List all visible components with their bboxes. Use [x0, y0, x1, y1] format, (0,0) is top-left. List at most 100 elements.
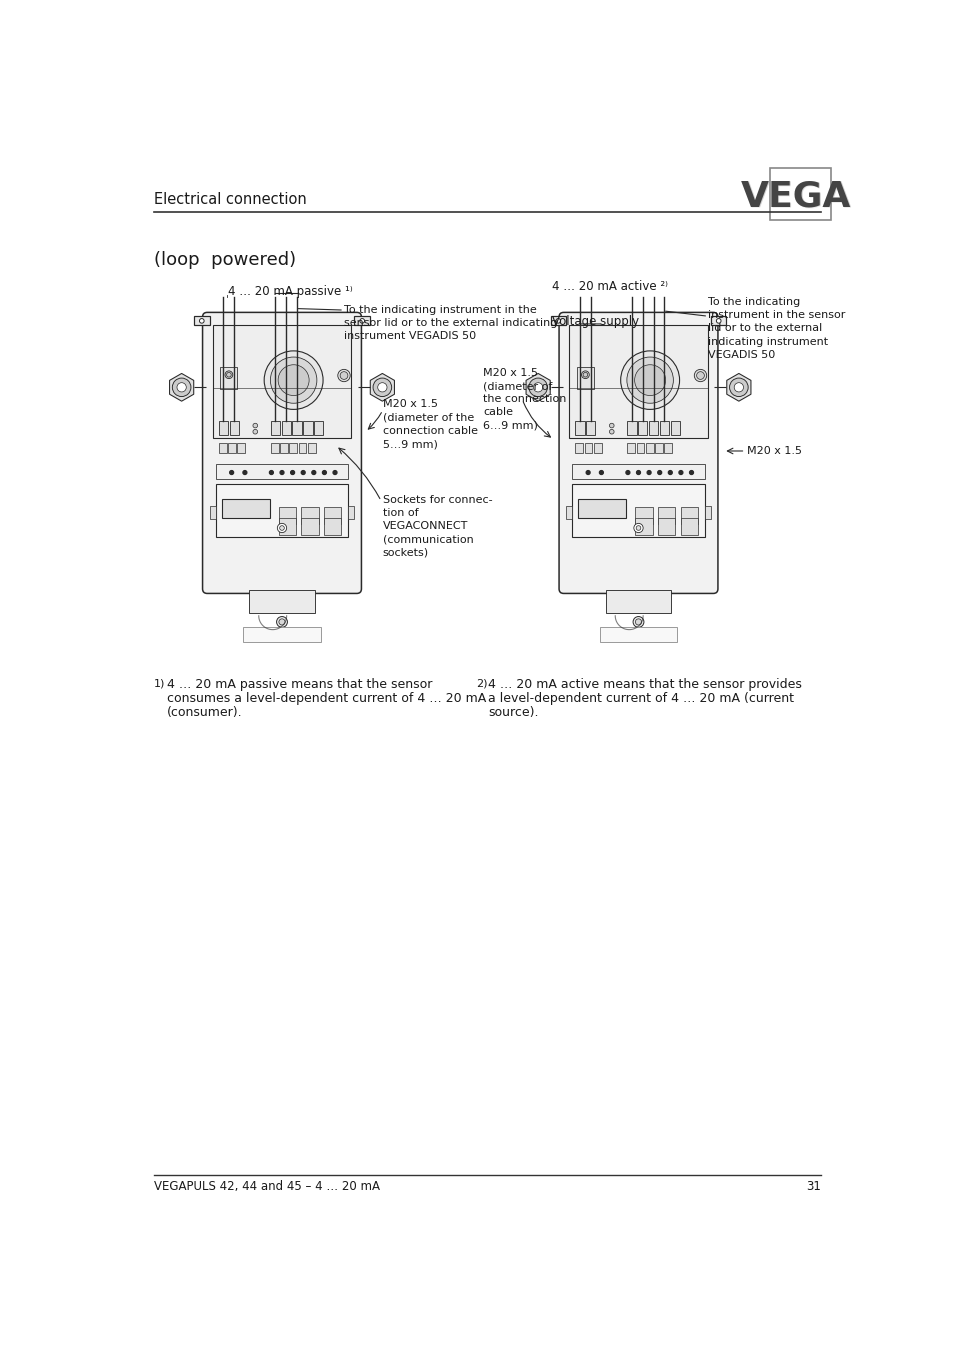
Bar	[679, 518, 697, 534]
Text: 2): 2)	[476, 679, 487, 688]
Circle shape	[337, 369, 350, 381]
Bar	[710, 316, 725, 326]
Circle shape	[230, 470, 233, 475]
Circle shape	[199, 319, 204, 323]
Bar	[565, 506, 572, 519]
Circle shape	[227, 372, 231, 377]
Circle shape	[620, 352, 679, 410]
Bar	[594, 442, 601, 453]
Circle shape	[312, 470, 315, 475]
Bar	[249, 589, 314, 612]
Text: (consumer).: (consumer).	[167, 706, 243, 719]
Bar	[213, 326, 351, 438]
Circle shape	[264, 352, 323, 410]
Circle shape	[270, 357, 316, 403]
Bar	[585, 420, 595, 435]
Bar	[293, 420, 301, 435]
Circle shape	[689, 470, 693, 475]
Bar	[572, 484, 704, 537]
Bar	[627, 420, 636, 435]
Bar	[658, 518, 675, 534]
Bar	[577, 366, 594, 388]
Circle shape	[253, 430, 257, 434]
Bar	[645, 442, 653, 453]
Circle shape	[657, 470, 661, 475]
Text: M20 x 1.5: M20 x 1.5	[746, 446, 801, 456]
Text: M20 x 1.5
(diameter of the
connection cable
5…9 mm): M20 x 1.5 (diameter of the connection ca…	[382, 399, 477, 449]
Bar	[569, 326, 707, 438]
Circle shape	[277, 523, 286, 533]
Text: M20 x 1.5
(diameter of
the connection
cable
6…9 mm): M20 x 1.5 (diameter of the connection ca…	[483, 368, 566, 431]
Bar	[308, 442, 315, 453]
Bar	[218, 442, 227, 453]
Bar	[575, 442, 582, 453]
Bar	[303, 420, 313, 435]
Bar	[222, 499, 270, 518]
Circle shape	[646, 470, 650, 475]
Circle shape	[696, 372, 703, 380]
Text: 4 … 20 mA passive means that the sensor: 4 … 20 mA passive means that the sensor	[167, 679, 433, 691]
Circle shape	[633, 523, 642, 533]
Circle shape	[633, 617, 643, 627]
Bar	[635, 507, 652, 525]
Bar	[324, 518, 341, 534]
Bar	[215, 464, 348, 480]
Bar	[638, 420, 647, 435]
Bar	[659, 420, 668, 435]
Bar	[578, 499, 625, 518]
Text: VEGA: VEGA	[740, 180, 851, 214]
Bar	[648, 420, 658, 435]
Circle shape	[729, 379, 747, 396]
Circle shape	[322, 470, 326, 475]
Circle shape	[359, 319, 364, 323]
Text: Electrical connection: Electrical connection	[154, 192, 307, 207]
Circle shape	[668, 470, 672, 475]
Bar	[575, 420, 584, 435]
Circle shape	[301, 470, 305, 475]
Bar	[627, 442, 635, 453]
Bar	[670, 420, 679, 435]
Bar	[314, 420, 323, 435]
Bar	[210, 506, 215, 519]
Text: 4 … 20 mA active means that the sensor provides: 4 … 20 mA active means that the sensor p…	[488, 679, 801, 691]
Bar	[237, 442, 245, 453]
Text: Voltage supply: Voltage supply	[551, 315, 639, 329]
Circle shape	[556, 319, 560, 323]
Circle shape	[291, 470, 294, 475]
Circle shape	[280, 470, 284, 475]
Bar	[271, 442, 278, 453]
Circle shape	[636, 470, 639, 475]
Bar	[550, 316, 565, 326]
Circle shape	[609, 423, 614, 427]
Circle shape	[585, 470, 590, 475]
Bar	[324, 507, 341, 525]
Text: (loop  powered): (loop powered)	[154, 251, 296, 269]
Circle shape	[634, 365, 665, 396]
Circle shape	[598, 470, 602, 475]
Circle shape	[177, 383, 186, 392]
Bar	[289, 442, 296, 453]
Circle shape	[716, 319, 720, 323]
Bar	[635, 518, 652, 534]
Bar	[215, 484, 348, 537]
Circle shape	[679, 470, 682, 475]
Circle shape	[276, 617, 287, 627]
FancyBboxPatch shape	[558, 312, 718, 594]
Bar	[636, 442, 643, 453]
Bar	[301, 518, 318, 534]
Circle shape	[625, 470, 629, 475]
Bar	[218, 420, 228, 435]
Bar	[605, 589, 671, 612]
Bar	[281, 420, 291, 435]
Text: Sockets for connec-
tion of
VEGACONNECT
(communication
sockets): Sockets for connec- tion of VEGACONNECT …	[382, 495, 492, 557]
Bar	[355, 316, 370, 326]
Circle shape	[278, 619, 285, 625]
Circle shape	[636, 526, 640, 530]
Circle shape	[172, 379, 191, 396]
Bar	[228, 442, 235, 453]
Bar	[599, 626, 677, 642]
Text: a level-dependent current of 4 … 20 mA (current: a level-dependent current of 4 … 20 mA (…	[488, 692, 793, 704]
Circle shape	[373, 379, 392, 396]
Circle shape	[635, 619, 641, 625]
Text: VEGA: VEGA	[740, 178, 850, 214]
